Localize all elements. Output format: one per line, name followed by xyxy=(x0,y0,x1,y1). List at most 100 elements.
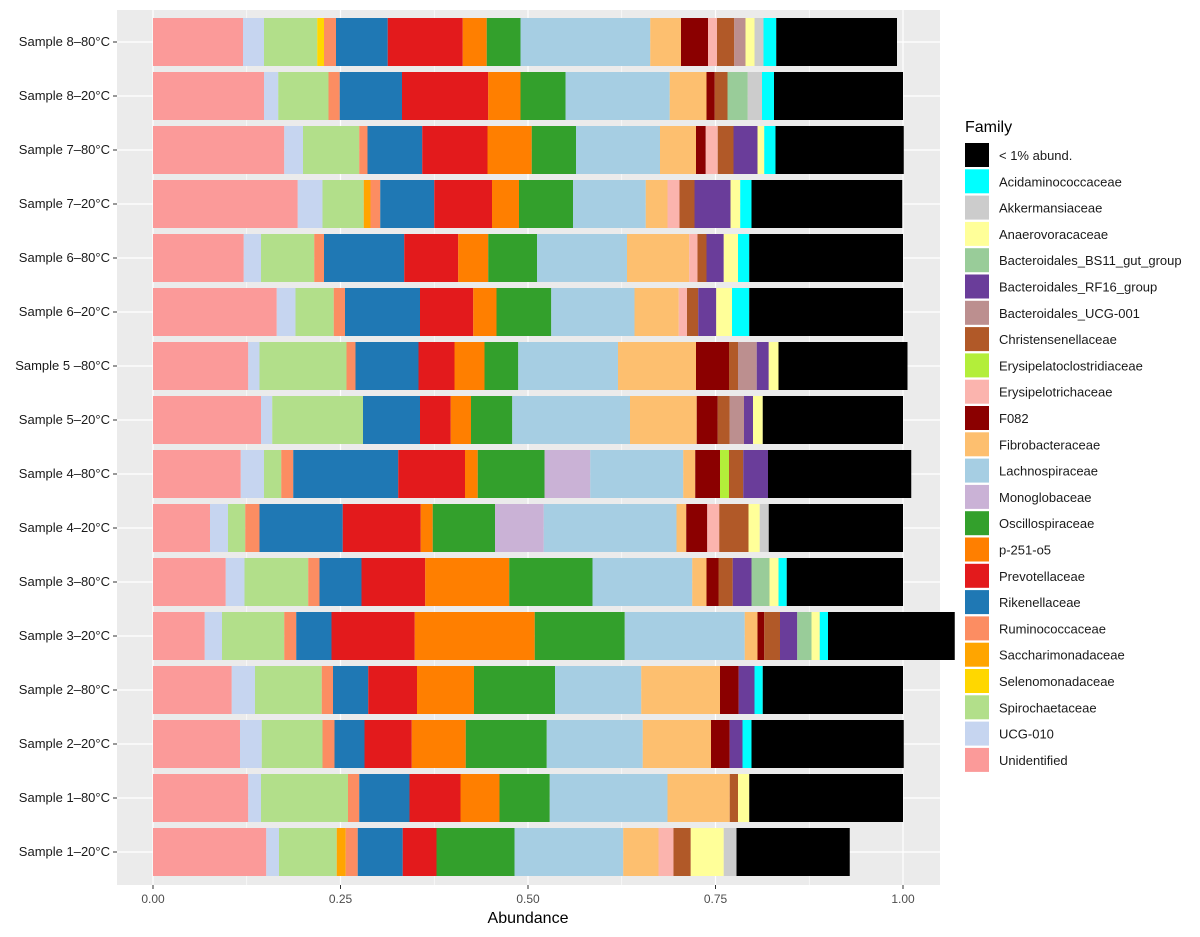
bar-segment xyxy=(436,828,515,876)
bar-segment xyxy=(749,288,903,336)
legend-label: Prevotellaceae xyxy=(999,569,1085,584)
bar-segment xyxy=(284,612,297,660)
bar-segment xyxy=(284,126,303,174)
bar-segment xyxy=(590,450,684,498)
y-tick-label: Sample 4–80°C xyxy=(19,466,110,481)
bar-segment xyxy=(317,18,324,66)
legend-label: Erysipelatoclostridiaceae xyxy=(999,358,1143,373)
bar-group xyxy=(153,72,903,120)
bar-segment xyxy=(333,666,369,714)
bar-segment xyxy=(153,72,264,120)
legend-swatch xyxy=(965,195,989,220)
bar-segment xyxy=(297,180,323,228)
bar-segment xyxy=(499,774,550,822)
legend-swatch xyxy=(965,458,989,483)
bar-segment xyxy=(204,612,222,660)
bar-segment xyxy=(331,612,415,660)
bar-segment xyxy=(474,666,555,714)
bar-segment xyxy=(762,666,903,714)
bar-segment xyxy=(153,612,205,660)
legend-item: Akkermansiaceae xyxy=(965,195,1102,220)
bar-segment xyxy=(748,504,760,552)
bar-group xyxy=(153,828,850,876)
legend-item: F082 xyxy=(965,406,1029,430)
bar-segment xyxy=(255,666,322,714)
bar-segment xyxy=(420,504,433,552)
bar-segment xyxy=(153,234,244,282)
bar-segment xyxy=(769,558,779,606)
bar-segment xyxy=(696,396,718,444)
bar-segment xyxy=(345,288,420,336)
bar-segment xyxy=(458,234,489,282)
legend-item: Christensenellaceae xyxy=(965,327,1117,352)
bar-segment xyxy=(264,18,318,66)
bar-segment xyxy=(153,504,210,552)
bar-segment xyxy=(153,18,243,66)
bar-segment xyxy=(432,504,495,552)
y-tick-label: Sample 1–80°C xyxy=(19,790,110,805)
bar-segment xyxy=(261,396,273,444)
bar-segment xyxy=(248,774,261,822)
bar-segment xyxy=(764,612,780,660)
bar-segment xyxy=(667,774,730,822)
bar-group xyxy=(153,180,903,228)
bar-segment xyxy=(477,450,545,498)
bar-segment xyxy=(512,396,630,444)
bar-segment xyxy=(296,612,332,660)
bar-segment xyxy=(324,18,336,66)
bar-segment xyxy=(153,666,232,714)
bar-segment xyxy=(402,72,489,120)
bar-segment xyxy=(749,774,903,822)
y-tick-label: Sample 3–20°C xyxy=(19,628,110,643)
bars xyxy=(153,18,955,876)
bar-segment xyxy=(363,396,420,444)
bar-segment xyxy=(363,180,371,228)
legend-swatch xyxy=(965,300,989,325)
bar-segment xyxy=(819,612,828,660)
bar-segment xyxy=(716,288,732,336)
y-tick-label: Sample 5–20°C xyxy=(19,412,110,427)
bar-segment xyxy=(732,558,752,606)
bar-segment xyxy=(520,72,566,120)
x-tick-label: 0.50 xyxy=(516,892,540,906)
legend-item: p-251-o5 xyxy=(965,537,1051,562)
bar-segment xyxy=(690,828,724,876)
bar-segment xyxy=(757,612,765,660)
bar-segment xyxy=(355,342,419,390)
bar-segment xyxy=(634,288,679,336)
legend-item: Saccharimonadaceae xyxy=(965,642,1125,667)
bar-segment xyxy=(342,504,421,552)
bar-segment xyxy=(630,396,697,444)
bar-segment xyxy=(698,288,717,336)
bar-segment xyxy=(764,126,776,174)
bar-segment xyxy=(422,126,488,174)
bar-segment xyxy=(549,774,668,822)
bar-segment xyxy=(404,234,459,282)
bar-segment xyxy=(336,828,346,876)
bar-segment xyxy=(780,612,798,660)
bar-segment xyxy=(660,126,696,174)
legend-item: Lachnospiraceae xyxy=(965,458,1098,483)
bar-segment xyxy=(645,180,668,228)
bar-segment xyxy=(278,72,329,120)
bar-segment xyxy=(420,288,474,336)
bar-segment xyxy=(272,396,363,444)
bar-segment xyxy=(153,828,267,876)
bar-segment xyxy=(723,234,738,282)
legend-swatch xyxy=(965,169,989,194)
bar-segment xyxy=(738,774,750,822)
bar-segment xyxy=(387,18,463,66)
bar-segment xyxy=(496,288,552,336)
bar-segment xyxy=(348,774,360,822)
bar-segment xyxy=(751,720,904,768)
bar-segment xyxy=(240,450,264,498)
bar-segment xyxy=(730,180,741,228)
bar-segment xyxy=(153,396,261,444)
bar-segment xyxy=(705,126,718,174)
bar-segment xyxy=(346,342,356,390)
bar-segment xyxy=(565,72,670,120)
bar-segment xyxy=(681,18,708,66)
legend-swatch xyxy=(965,669,989,693)
legend-label: Bacteroidales_UCG-001 xyxy=(999,306,1140,321)
bar-segment xyxy=(720,666,739,714)
